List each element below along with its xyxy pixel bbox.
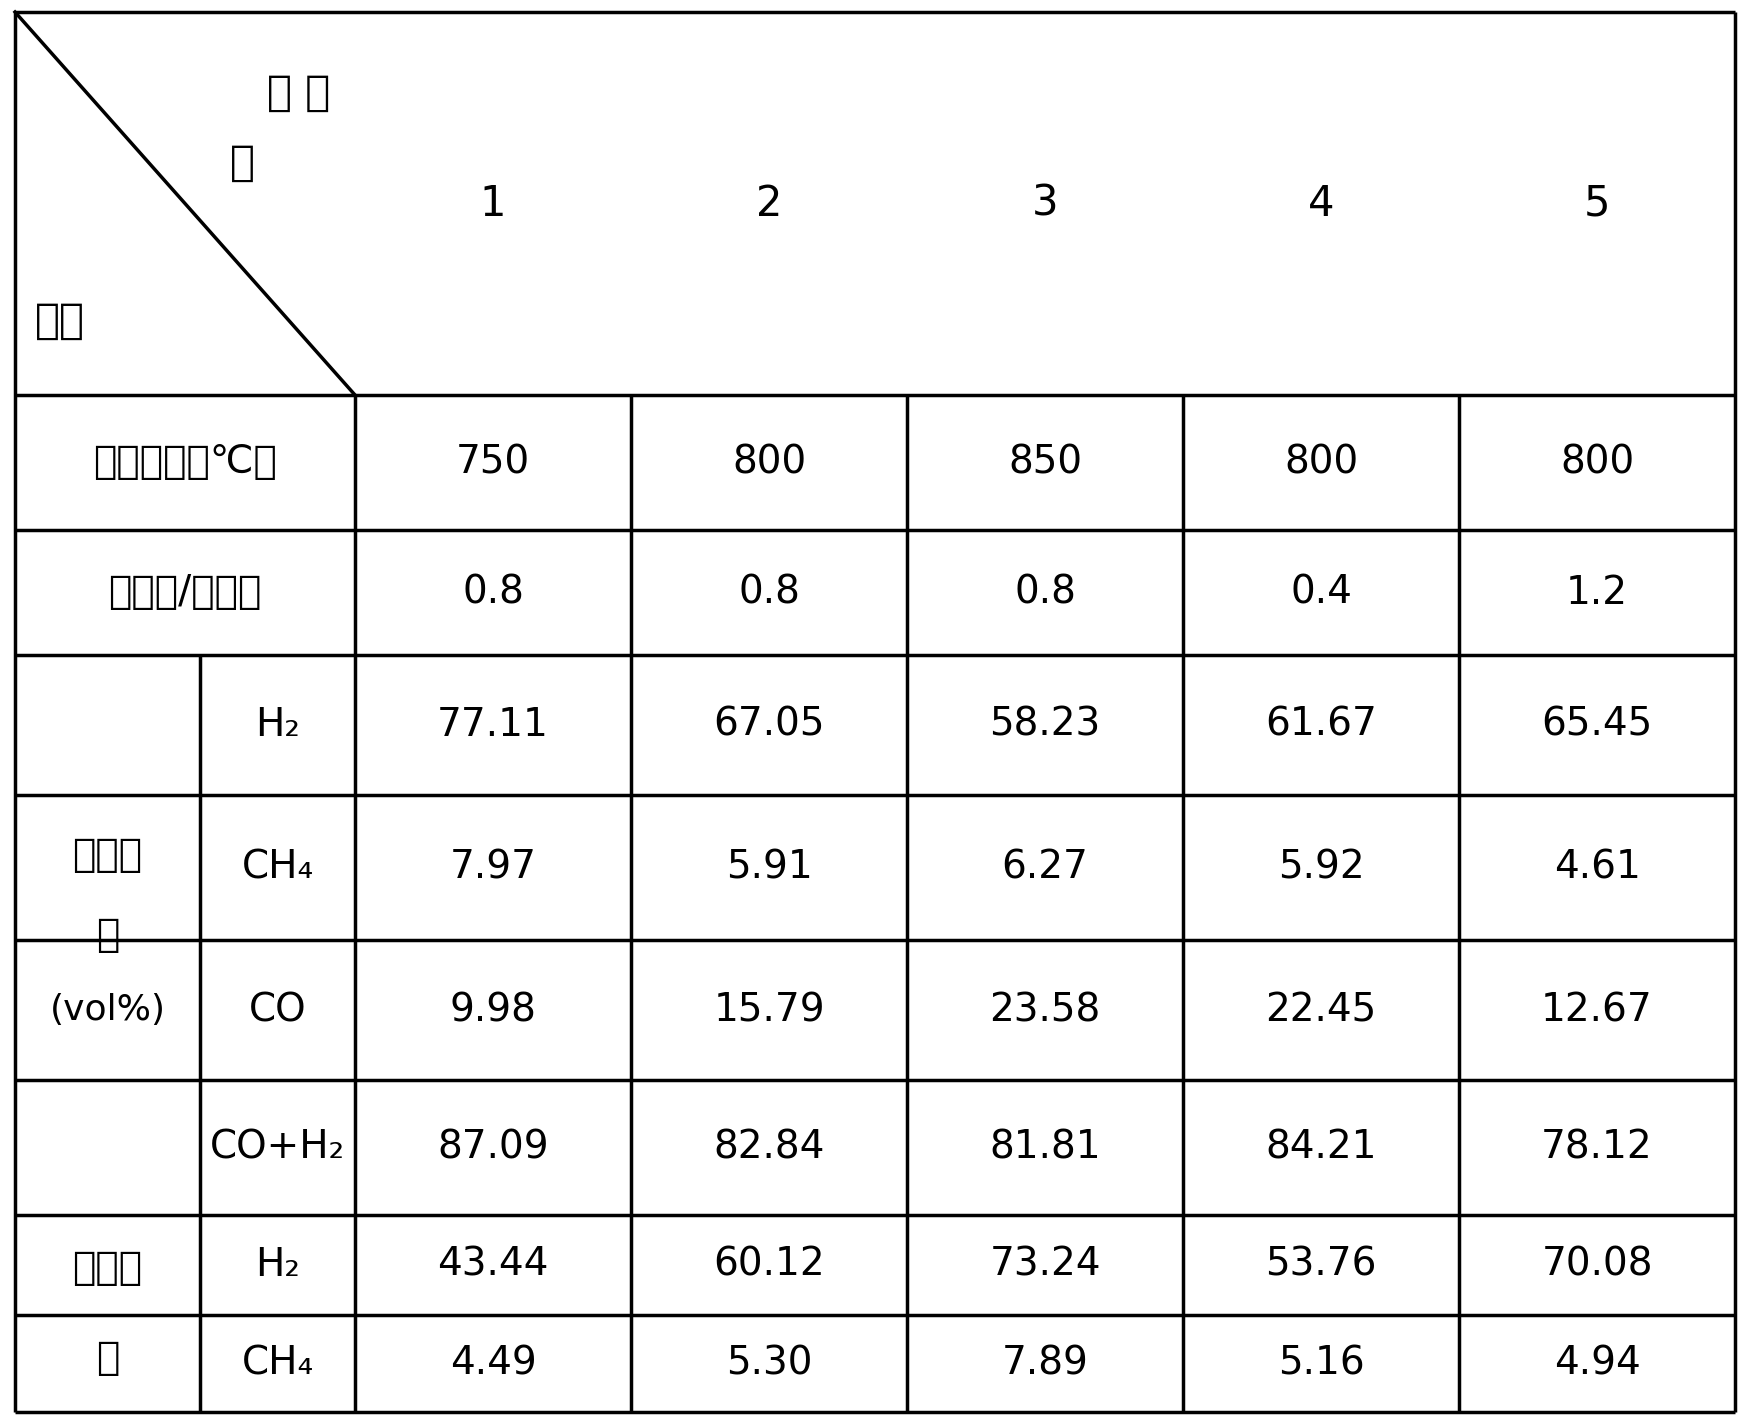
Text: 5.16: 5.16: [1278, 1344, 1364, 1383]
Text: 78.12: 78.12: [1541, 1128, 1653, 1166]
Text: 15.79: 15.79: [713, 991, 825, 1030]
Text: 水茑汽/生物质: 水茑汽/生物质: [109, 574, 261, 611]
Text: 58.23: 58.23: [989, 706, 1101, 743]
Text: H₂: H₂: [256, 1246, 299, 1284]
Text: 65.45: 65.45: [1541, 706, 1653, 743]
Text: 82.84: 82.84: [713, 1128, 825, 1166]
Text: 12.67: 12.67: [1541, 991, 1653, 1030]
Text: 77.11: 77.11: [438, 706, 548, 743]
Text: 反应温度（℃）: 反应温度（℃）: [93, 443, 277, 481]
Text: 850: 850: [1009, 443, 1082, 481]
Text: 800: 800: [732, 443, 805, 481]
Text: 5.30: 5.30: [725, 1344, 812, 1383]
Text: 5.92: 5.92: [1278, 849, 1364, 887]
Text: 23.58: 23.58: [989, 991, 1101, 1030]
Text: 率: 率: [96, 1340, 119, 1377]
Text: 81.81: 81.81: [989, 1128, 1101, 1166]
Text: 5.91: 5.91: [725, 849, 812, 887]
Text: 0.8: 0.8: [739, 574, 800, 611]
Text: 成: 成: [96, 916, 119, 954]
Text: 实 施: 实 施: [266, 73, 329, 114]
Text: 气体组: 气体组: [72, 836, 142, 874]
Text: (vol%): (vol%): [49, 993, 166, 1027]
Text: 60.12: 60.12: [713, 1246, 825, 1284]
Text: 43.44: 43.44: [438, 1246, 548, 1284]
Text: 3: 3: [1031, 182, 1058, 225]
Text: 7.89: 7.89: [1002, 1344, 1089, 1383]
Text: CO: CO: [249, 991, 306, 1030]
Text: CH₄: CH₄: [242, 1344, 313, 1383]
Text: 0.8: 0.8: [1014, 574, 1075, 611]
Text: 22.45: 22.45: [1266, 991, 1376, 1030]
Text: 9.98: 9.98: [450, 991, 536, 1030]
Text: 6.27: 6.27: [1002, 849, 1089, 887]
Text: 1: 1: [480, 182, 506, 225]
Text: 4.61: 4.61: [1553, 849, 1641, 887]
Text: 0.4: 0.4: [1290, 574, 1352, 611]
Text: 项目: 项目: [35, 300, 86, 342]
Text: 800: 800: [1283, 443, 1359, 481]
Text: 2: 2: [756, 182, 783, 225]
Text: CO+H₂: CO+H₂: [210, 1128, 345, 1166]
Text: 例: 例: [229, 142, 256, 184]
Text: 61.67: 61.67: [1264, 706, 1376, 743]
Text: 750: 750: [455, 443, 531, 481]
Text: 4: 4: [1308, 182, 1334, 225]
Text: 1.2: 1.2: [1565, 574, 1628, 611]
Text: 84.21: 84.21: [1266, 1128, 1376, 1166]
Text: 87.09: 87.09: [438, 1128, 548, 1166]
Text: 73.24: 73.24: [989, 1246, 1101, 1284]
Text: 70.08: 70.08: [1541, 1246, 1653, 1284]
Text: H₂: H₂: [256, 706, 299, 743]
Text: 0.8: 0.8: [462, 574, 524, 611]
Text: 5: 5: [1583, 182, 1611, 225]
Text: 7.97: 7.97: [450, 849, 536, 887]
Text: 800: 800: [1560, 443, 1634, 481]
Text: 4.49: 4.49: [450, 1344, 536, 1383]
Text: 4.94: 4.94: [1553, 1344, 1641, 1383]
Text: 53.76: 53.76: [1266, 1246, 1376, 1284]
Text: CH₄: CH₄: [242, 849, 313, 887]
Text: 67.05: 67.05: [713, 706, 825, 743]
Text: 气体产: 气体产: [72, 1249, 142, 1287]
